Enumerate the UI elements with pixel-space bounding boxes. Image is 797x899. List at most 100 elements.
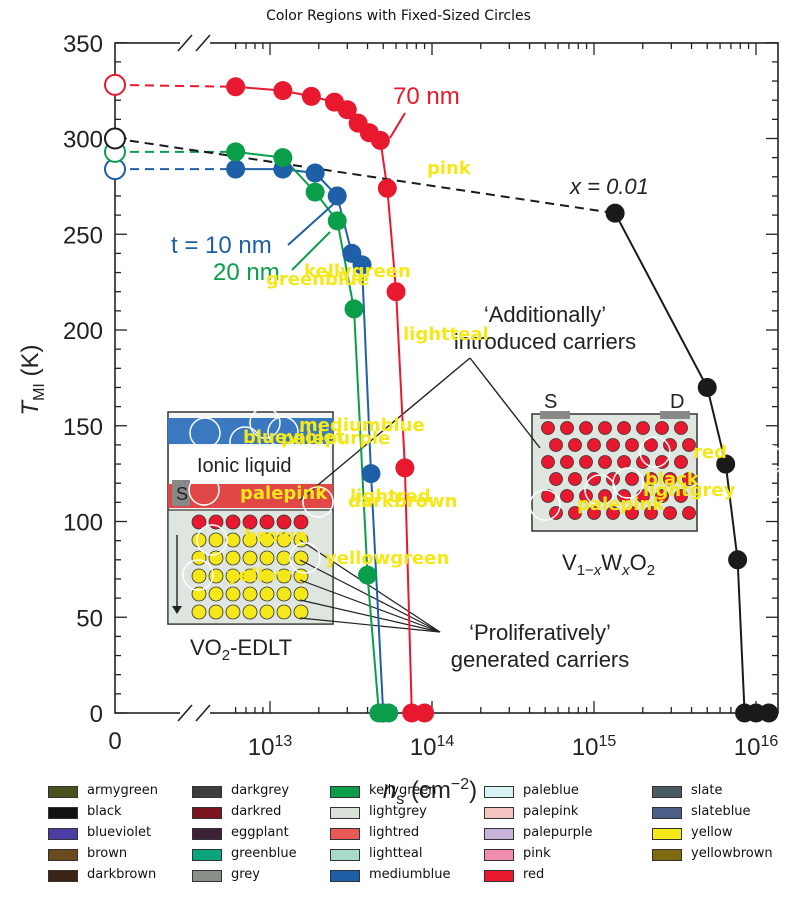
carrier-dot bbox=[655, 455, 669, 469]
axis-labels: TMI (K) ns (cm−2) bbox=[17, 344, 477, 808]
y-tick-label: 300 bbox=[63, 127, 103, 154]
legend-item-greenblue: greenblue bbox=[190, 845, 330, 866]
annotation-leader bbox=[299, 539, 441, 633]
carrier-dot bbox=[655, 489, 669, 503]
legend-item-darkbrown: darkbrown bbox=[46, 866, 186, 887]
carrier-dot bbox=[225, 550, 241, 566]
curve-label-20nm: 20 nm bbox=[213, 259, 280, 286]
legend-item-yellowbrown: yellowbrown bbox=[650, 845, 790, 866]
carrier-dot bbox=[276, 604, 292, 620]
annotation-leader bbox=[299, 617, 441, 633]
data-point bbox=[361, 464, 381, 484]
carrier-dot bbox=[560, 455, 574, 469]
legend-label: slate bbox=[691, 783, 723, 798]
legend-item-black: black bbox=[46, 803, 186, 824]
legend-item-lightred: lightred bbox=[328, 824, 468, 845]
curve-label-leader bbox=[291, 231, 331, 271]
carrier-dot bbox=[208, 550, 224, 566]
overlay-label: pink bbox=[427, 158, 472, 179]
overlay-circle bbox=[584, 474, 616, 506]
open-data-point bbox=[104, 73, 126, 96]
source-pad bbox=[172, 480, 190, 506]
source-label-left: S bbox=[176, 484, 188, 504]
legend-column: slate slateblue yellow yellowbrown bbox=[650, 782, 790, 866]
carrier-dot bbox=[644, 472, 658, 486]
legend-label: black bbox=[87, 804, 122, 819]
legend-item-lightgrey: lightgrey bbox=[328, 803, 468, 824]
y-axis-label: TMI (K) bbox=[17, 344, 48, 415]
chart-title: Color Regions with Fixed-Sized Circles bbox=[266, 8, 531, 24]
x-tick-label: 0 bbox=[108, 728, 121, 755]
legend-swatch bbox=[48, 870, 78, 882]
legend-item-eggplant: eggplant bbox=[190, 824, 330, 845]
legend-label: paleblue bbox=[523, 783, 579, 798]
legend-swatch bbox=[484, 849, 514, 861]
legend-column: paleblue palepink palepurple pink red bbox=[482, 782, 622, 887]
annotation-leader bbox=[469, 357, 541, 449]
series-dashed-segment bbox=[114, 137, 616, 215]
axis-break-mark bbox=[177, 704, 193, 722]
legend-label: yellow bbox=[691, 825, 733, 840]
overlay-label: palepink bbox=[577, 494, 665, 515]
data-point bbox=[728, 550, 748, 570]
curve-label-leader bbox=[389, 112, 406, 139]
carrier-dot bbox=[663, 472, 677, 486]
legend-swatch bbox=[192, 828, 222, 840]
legend-swatch bbox=[330, 870, 360, 882]
carrier-dot bbox=[617, 421, 631, 435]
source-label: S bbox=[544, 391, 557, 413]
overlay-circle bbox=[639, 436, 671, 468]
carrier-dot bbox=[636, 421, 650, 435]
overlay-label: brown bbox=[244, 526, 308, 547]
overlay-circle bbox=[196, 524, 228, 556]
overlay-circle bbox=[752, 444, 784, 476]
data-point bbox=[226, 77, 246, 97]
legend-swatch bbox=[192, 870, 222, 882]
data-point bbox=[352, 255, 372, 275]
carrier-dot bbox=[225, 604, 241, 620]
carrier-dot bbox=[674, 455, 688, 469]
carrier-dot bbox=[617, 489, 631, 503]
carrier-dot bbox=[259, 532, 275, 548]
drain-pad bbox=[660, 411, 690, 419]
vo2-edlt-label: VO2-EDLT bbox=[190, 635, 292, 664]
legend-label: armygreen bbox=[87, 783, 158, 798]
overlay-circle bbox=[229, 426, 261, 458]
legend-item-slate: slate bbox=[650, 782, 790, 803]
carrier-dot bbox=[208, 532, 224, 548]
data-point bbox=[379, 703, 399, 723]
carrier-dot bbox=[579, 421, 593, 435]
carrier-dot bbox=[242, 586, 258, 602]
carrier-dot bbox=[293, 550, 309, 566]
legend-label: kellygreen bbox=[369, 783, 437, 798]
carrier-dot bbox=[598, 489, 612, 503]
overlay-circle bbox=[188, 474, 220, 506]
carrier-dot bbox=[625, 506, 639, 520]
overlay-label: black bbox=[645, 469, 700, 490]
y-tick-label: 350 bbox=[63, 31, 103, 58]
y-tick-label: 200 bbox=[63, 318, 103, 345]
carrier-dot bbox=[225, 532, 241, 548]
carrier-dot bbox=[191, 514, 207, 530]
data-point bbox=[697, 377, 717, 397]
carrier-dot bbox=[568, 472, 582, 486]
data-point bbox=[327, 186, 347, 206]
legend-label: eggplant bbox=[231, 825, 289, 840]
legend-swatch bbox=[48, 849, 78, 861]
data-point bbox=[226, 159, 246, 179]
overlay-label: lightteal bbox=[403, 324, 489, 345]
overlay-circle bbox=[189, 417, 221, 449]
data-point bbox=[605, 203, 625, 223]
overlay-circle bbox=[249, 407, 281, 439]
inset-diagrams: Ionic liquid S VO2-EDLT S D V1−xWxO2 bbox=[167, 357, 698, 664]
legend-item-palepink: palepink bbox=[482, 803, 622, 824]
legend-swatch bbox=[192, 786, 222, 798]
carrier-dot bbox=[208, 604, 224, 620]
legend-swatch bbox=[652, 786, 682, 798]
carrier-dot bbox=[293, 514, 309, 530]
overlay-label: yellowgreen bbox=[325, 548, 449, 569]
x-tick-label: 1013 bbox=[248, 733, 293, 761]
data-point bbox=[716, 454, 736, 474]
source-pad bbox=[540, 411, 570, 419]
carrier-dot bbox=[276, 514, 292, 530]
